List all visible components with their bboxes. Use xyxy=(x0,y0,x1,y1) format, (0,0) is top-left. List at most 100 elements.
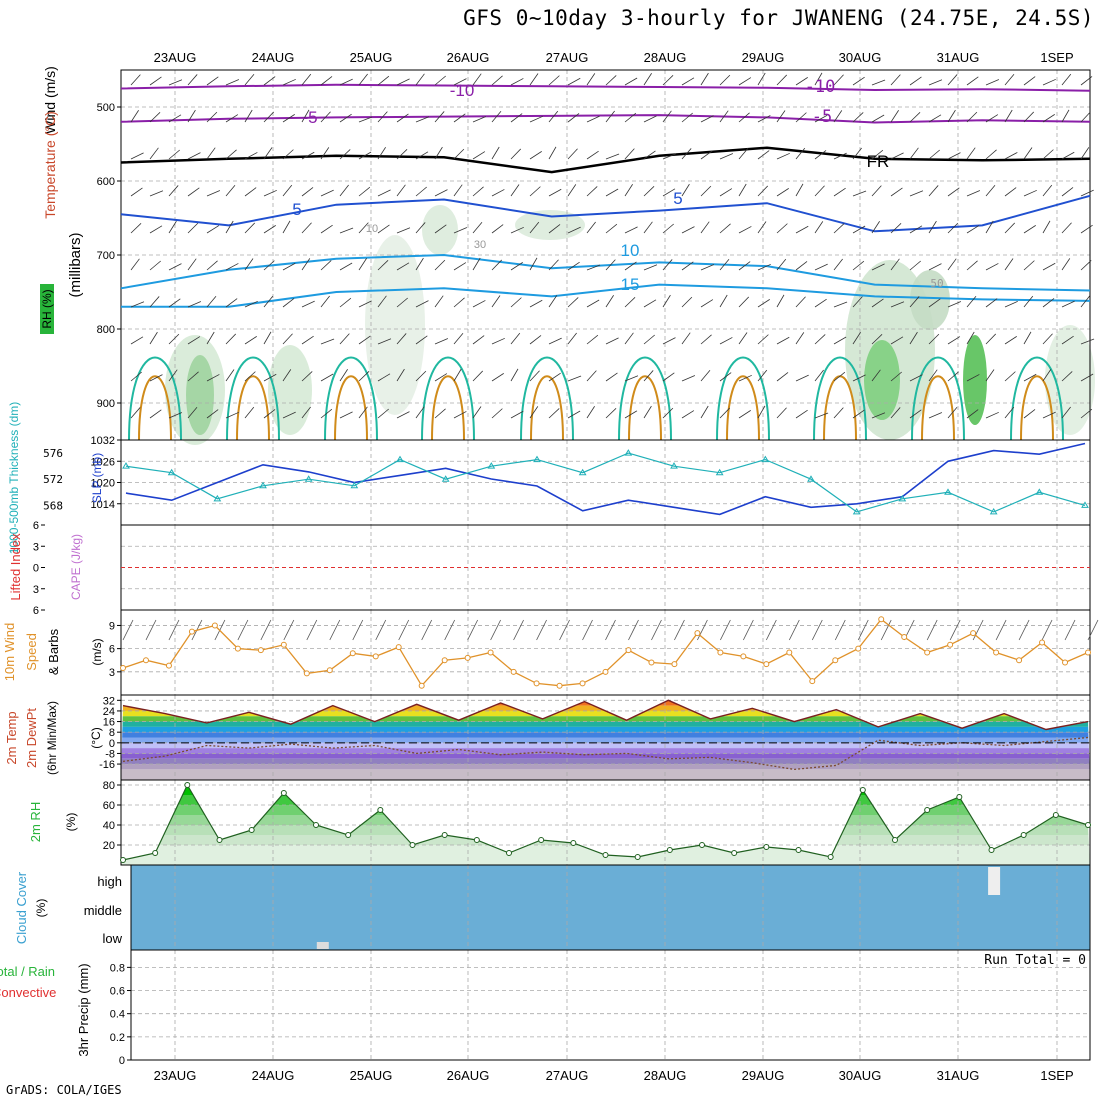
y-tick-label: 900 xyxy=(97,398,115,410)
wind-label-3: & Barbs xyxy=(46,628,61,675)
wind-barb xyxy=(301,109,310,123)
lifted-index-label: Lifted Index xyxy=(8,533,23,601)
wind-barb xyxy=(947,407,958,419)
wind-barb xyxy=(453,78,467,86)
wind-barb xyxy=(1023,225,1036,234)
temp-label-4: (°C) xyxy=(89,727,103,748)
surface-wind-barb xyxy=(260,619,272,641)
wind-barb xyxy=(719,337,733,345)
surface-wind-barb xyxy=(788,619,800,641)
thickness-point xyxy=(259,481,267,489)
wind-barb xyxy=(415,116,430,123)
wind-barb xyxy=(643,221,653,234)
wind-barb xyxy=(491,408,503,419)
wind-barb xyxy=(700,334,712,345)
rh-point xyxy=(1020,832,1027,838)
wind-barb xyxy=(377,189,391,197)
wind-barb xyxy=(301,371,313,382)
wind-barb xyxy=(795,147,806,160)
wind-barb xyxy=(852,190,867,197)
y-tick-label: 6 xyxy=(33,520,39,532)
wind-barb xyxy=(947,371,959,382)
surface-wind-barb xyxy=(536,619,547,641)
wind-speed-point xyxy=(280,641,287,648)
wind-barb xyxy=(700,264,715,271)
wind-speed-point xyxy=(510,668,517,675)
wind-barb xyxy=(301,258,311,271)
wind-barb xyxy=(206,260,218,271)
y-tick-label: 24 xyxy=(103,706,115,718)
run-total-label: Run Total = 0 xyxy=(984,953,1086,968)
wind-barb xyxy=(1042,411,1056,419)
rh-point xyxy=(506,850,512,856)
top-date-label: 29AUG xyxy=(742,50,785,65)
wind-speed-point xyxy=(878,616,885,623)
contour-label: 10 xyxy=(366,223,378,235)
wind-barb xyxy=(624,375,639,382)
wind-speed-point xyxy=(533,680,540,687)
wind-barb xyxy=(472,222,483,234)
wind-barb xyxy=(814,298,827,308)
wind-barb xyxy=(928,298,941,308)
thickness-point xyxy=(533,455,541,463)
thickness-point xyxy=(304,475,313,482)
cape-label: CAPE (J/kg) xyxy=(69,534,83,600)
surface-wind-barb xyxy=(582,619,593,641)
y-tick-label: -8 xyxy=(105,748,115,760)
wind-speed-point xyxy=(395,644,402,651)
wind-barb xyxy=(719,259,730,271)
wind-barb xyxy=(491,75,503,86)
wind-barb xyxy=(757,221,767,234)
rh-point xyxy=(248,827,255,833)
near-surface-isotherm xyxy=(520,356,574,441)
wind-barb xyxy=(434,146,443,160)
wind-barb xyxy=(491,224,504,234)
bottom-date-label: 23AUG xyxy=(154,1068,197,1083)
wind-barb xyxy=(776,223,788,234)
surface-wind-barb xyxy=(926,619,938,641)
wind-barb xyxy=(1004,371,1016,382)
near-surface-isotherm xyxy=(628,375,662,441)
wind-barb xyxy=(586,115,600,123)
precip-axis-label: 3hr Precip (mm) xyxy=(76,963,91,1056)
wind-barb xyxy=(681,226,695,234)
wind-barb xyxy=(909,147,919,160)
surface-wind-barb xyxy=(811,619,823,641)
wind-barb xyxy=(434,75,446,86)
near-surface-isotherm xyxy=(911,356,965,441)
wind-barb xyxy=(548,224,561,234)
wind-barb xyxy=(168,149,180,160)
wind-barb xyxy=(852,76,865,86)
wind-barb xyxy=(377,224,390,234)
wind-barb xyxy=(187,74,198,86)
wind-barb xyxy=(548,337,562,345)
rh-point xyxy=(216,837,223,843)
wind-barb xyxy=(491,337,505,345)
wind-barb xyxy=(757,263,771,271)
wind-barb xyxy=(928,220,937,234)
wind-barb xyxy=(586,299,600,308)
wind-barb xyxy=(1080,373,1094,382)
wind-barb xyxy=(605,153,620,160)
wind-barb xyxy=(985,298,998,308)
wind-speed-point xyxy=(211,622,218,629)
wind-barb xyxy=(909,225,923,234)
bottom-date-label: 27AUG xyxy=(546,1068,589,1083)
rh-point xyxy=(731,850,738,856)
wind-barb xyxy=(757,185,769,197)
rh-point xyxy=(924,807,931,813)
wind-barb xyxy=(586,73,596,86)
y-tick-label: 3 xyxy=(33,584,39,596)
wind-barb xyxy=(225,114,239,123)
wind-barb xyxy=(149,190,164,197)
wind-barb xyxy=(510,368,519,382)
bottom-date-label: 25AUG xyxy=(350,1068,393,1083)
wind-speed-point xyxy=(349,650,356,657)
rh-point xyxy=(570,840,577,846)
thickness-point xyxy=(761,455,770,463)
wind-barb xyxy=(510,78,524,86)
wind-barb xyxy=(434,111,445,123)
wind-barb xyxy=(586,264,601,271)
y-tick-label: 0.8 xyxy=(110,962,125,974)
wind-barb xyxy=(833,223,845,234)
